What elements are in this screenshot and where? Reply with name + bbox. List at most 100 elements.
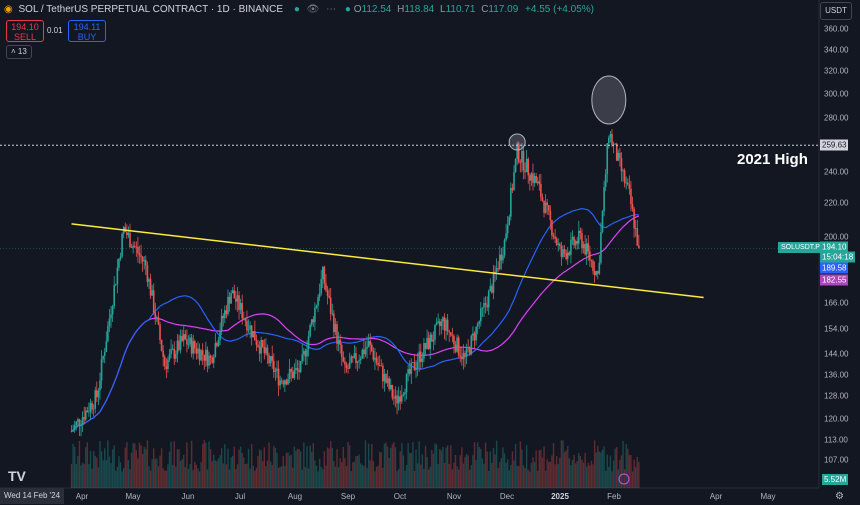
volume-bar (333, 460, 335, 488)
candle-body (290, 369, 292, 372)
volume-bar (497, 468, 499, 488)
candle-body (590, 260, 593, 262)
cursor-date: Wed 14 Feb '24 (0, 488, 65, 504)
candle-body (254, 331, 256, 341)
candle-body (525, 158, 528, 173)
candle-body (514, 159, 517, 173)
candle-body (547, 205, 550, 211)
candle-body (309, 324, 311, 337)
highlight-circle (591, 75, 627, 125)
candle-body (634, 228, 637, 230)
candle-body (502, 255, 504, 261)
candle-body (246, 320, 248, 331)
candle-body (503, 239, 506, 256)
candle-body (358, 360, 360, 362)
candle-body (415, 368, 417, 370)
gear-icon[interactable]: ⚙ (835, 491, 844, 502)
candle-body (154, 312, 157, 319)
volume-bar (292, 467, 294, 488)
volume-bar (456, 466, 458, 488)
candle-body (374, 357, 376, 360)
volume-bar (532, 457, 534, 488)
eye-icon[interactable]: 👁 (306, 4, 320, 15)
candle-body (146, 265, 149, 282)
volume-bar (421, 454, 424, 488)
candle-body (310, 319, 313, 325)
candle-body (102, 355, 104, 360)
candle-body (559, 243, 561, 246)
candle-body (113, 285, 115, 307)
volume-bar (634, 466, 637, 488)
volume-bar (317, 471, 319, 488)
volume-bar (484, 442, 487, 488)
volume-bar (143, 446, 145, 488)
volume-bar (148, 466, 150, 488)
candle-body (126, 232, 128, 236)
currency-selector[interactable]: USDT (820, 2, 852, 20)
volume-bar (279, 466, 281, 488)
candle-body (179, 335, 182, 350)
annotation-2021-high[interactable]: 2021 High (737, 151, 808, 168)
volume-bar (581, 459, 583, 488)
candle-body (288, 369, 291, 379)
volume-bar (206, 469, 209, 488)
volume-bar (543, 446, 545, 488)
volume-bar (295, 450, 297, 488)
volume-bar (374, 471, 376, 488)
volume-bar (287, 452, 289, 488)
buy-button[interactable]: 194.11 BUY (68, 20, 106, 42)
volume-bar (461, 447, 463, 488)
candle-body (143, 260, 146, 262)
candle-body (601, 211, 604, 233)
volume-bar (401, 442, 403, 488)
candle-body (355, 353, 357, 363)
volume-bar (439, 449, 441, 488)
candle-body (619, 152, 621, 159)
sell-label: SELL (13, 32, 37, 42)
candle-body (475, 326, 477, 341)
candle-body (347, 368, 349, 369)
volume-bar (184, 467, 187, 488)
volume-bar (247, 448, 250, 488)
x-label: Oct (393, 492, 407, 501)
volume-bar (325, 465, 327, 488)
y-tick: 300.00 (824, 89, 849, 99)
tradingview-logo-icon[interactable]: TV (8, 468, 26, 484)
volume-bar (127, 460, 130, 488)
y-tick: 220.00 (824, 198, 849, 208)
indicators-toggle[interactable]: ˄ 13 (6, 45, 32, 59)
candle-body (132, 245, 134, 248)
candle-body (483, 303, 485, 308)
sell-button[interactable]: 194.10 SELL (6, 20, 44, 42)
candle-body (201, 350, 204, 355)
candle-body (261, 339, 264, 347)
candle-body (100, 359, 103, 381)
volume-bar (454, 455, 457, 488)
volume-bar (375, 466, 378, 488)
candle-body (75, 421, 78, 426)
candle-body (361, 349, 364, 359)
symbol-title[interactable]: SOL / TetherUS PERPETUAL CONTRACT · 1D ·… (18, 4, 284, 15)
candle-body (217, 340, 220, 346)
volume-bar (162, 468, 164, 488)
candle-body (536, 181, 539, 183)
volume-bar (170, 441, 172, 488)
candle-body (138, 253, 141, 256)
candle-body (228, 296, 231, 304)
volume-bar (263, 447, 266, 488)
volume-bar (413, 470, 416, 488)
more-options-icon[interactable]: ⋯ (326, 4, 337, 15)
candle-body (344, 361, 346, 365)
x-label: Sep (340, 492, 356, 501)
candle-body (557, 243, 560, 245)
volume-bar (233, 446, 235, 488)
candle-body (97, 390, 100, 398)
volume-bar (141, 454, 144, 488)
candle-body (443, 317, 446, 331)
volume-bar (281, 466, 283, 488)
volume-bar (533, 462, 536, 488)
candle-body (260, 339, 262, 354)
volume-bar (453, 462, 455, 488)
volume-bar (492, 447, 495, 488)
